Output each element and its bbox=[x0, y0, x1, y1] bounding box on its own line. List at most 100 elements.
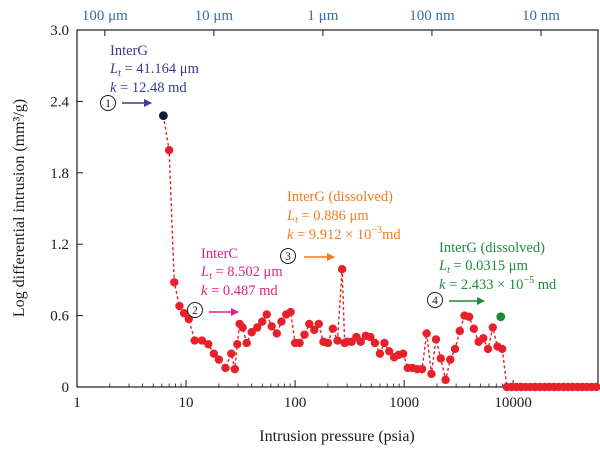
data-point bbox=[310, 325, 319, 335]
annotation-4-marker-circle bbox=[427, 292, 443, 308]
x-axis-label: Intrusion pressure (psia) bbox=[259, 428, 415, 445]
x-tick-label-4: 10000 bbox=[494, 395, 532, 411]
y-tick-label-2: 1.2 bbox=[50, 237, 69, 253]
data-point bbox=[267, 322, 276, 331]
data-point bbox=[286, 307, 295, 317]
annotation-2: InterC Lt = 8.502 μm k = 0.487 md 2 bbox=[187, 246, 283, 318]
top-tick-label-0: 100 μm bbox=[82, 8, 128, 24]
x-tick-label-2: 100 bbox=[284, 395, 307, 411]
data-point bbox=[427, 369, 436, 379]
data-point bbox=[366, 332, 375, 342]
data-point bbox=[175, 301, 184, 311]
data-point bbox=[483, 344, 493, 354]
annotation-4-title: InterG (dissolved) bbox=[439, 240, 545, 256]
annotation-4-lt: Lt = 0.0315 μm bbox=[438, 258, 529, 276]
y-axis-label: Log differential intrusion (mm³/g) bbox=[11, 99, 28, 317]
annotation-1-title: InterG bbox=[110, 43, 148, 59]
data-point bbox=[300, 330, 309, 339]
data-point bbox=[380, 338, 389, 348]
data-point bbox=[258, 317, 267, 326]
annotation-2-number: 2 bbox=[192, 305, 198, 317]
highlight-point-0 bbox=[159, 111, 168, 121]
data-point bbox=[184, 314, 193, 324]
highlight-point-1 bbox=[496, 312, 506, 322]
data-point bbox=[328, 324, 338, 333]
plot-frame bbox=[76, 29, 599, 388]
y-tick-label-1: 0.6 bbox=[50, 309, 69, 325]
highlight-points-group bbox=[159, 111, 506, 322]
data-point bbox=[375, 349, 385, 358]
data-point bbox=[450, 344, 460, 354]
annotation-1-number: 1 bbox=[105, 98, 111, 110]
annotation-1-k: k = 12.48 md bbox=[110, 80, 187, 96]
data-point bbox=[422, 329, 431, 338]
data-point bbox=[314, 319, 323, 329]
annotation-4-k: k = 2.433 × 10−5 md bbox=[439, 275, 557, 293]
data-point bbox=[247, 328, 256, 337]
data-point bbox=[197, 336, 207, 345]
data-point bbox=[497, 344, 507, 354]
data-point bbox=[230, 364, 239, 374]
data-point bbox=[446, 355, 455, 364]
data-point bbox=[431, 335, 441, 344]
annotation-1-marker-circle bbox=[100, 95, 116, 111]
data-point bbox=[464, 312, 474, 321]
annotation-1: InterG Lt = 41.164 μm k = 12.48 md 1 bbox=[100, 43, 200, 111]
data-point bbox=[305, 319, 314, 329]
data-point bbox=[385, 347, 394, 356]
data-point bbox=[253, 323, 262, 332]
data-point bbox=[209, 349, 219, 358]
data-point bbox=[164, 145, 174, 155]
data-point bbox=[333, 336, 342, 345]
annotation-4: InterG (dissolved) Lt = 0.0315 μm k = 2.… bbox=[427, 240, 557, 308]
annotation-3-number: 3 bbox=[285, 251, 291, 263]
data-point bbox=[204, 339, 213, 349]
y-axis: 0 0.6 1.2 1.8 2.4 3.0 bbox=[50, 23, 83, 396]
y-tick-label-0: 0 bbox=[62, 380, 70, 396]
data-point bbox=[370, 338, 380, 348]
annotation-4-number: 4 bbox=[432, 295, 438, 307]
data-point bbox=[441, 375, 450, 385]
data-point bbox=[190, 336, 199, 345]
y-tick-label-3: 1.8 bbox=[50, 166, 69, 182]
annotation-2-lt: Lt = 8.502 μm bbox=[200, 264, 283, 282]
data-point bbox=[337, 264, 347, 274]
annotation-3-marker-circle bbox=[280, 248, 296, 264]
data-point bbox=[455, 326, 464, 336]
data-point bbox=[469, 324, 479, 333]
top-tick-label-1: 10 μm bbox=[195, 8, 234, 24]
y-tick-label-5: 3.0 bbox=[50, 23, 69, 39]
annotation-1-lt: Lt = 41.164 μm bbox=[109, 61, 200, 79]
data-point bbox=[179, 309, 189, 318]
data-point bbox=[323, 338, 333, 348]
top-tick-label-4: 10 nm bbox=[522, 8, 560, 24]
data-point bbox=[238, 323, 247, 332]
data-point bbox=[170, 278, 179, 287]
annotation-3-lt: Lt = 0.886 μm bbox=[286, 208, 369, 226]
data-point bbox=[417, 364, 427, 374]
x-tick-label-1: 10 bbox=[179, 395, 194, 411]
x-tick-label-0: 1 bbox=[73, 395, 81, 411]
annotation-2-title: InterC bbox=[201, 246, 238, 262]
data-point bbox=[242, 338, 251, 348]
data-point bbox=[356, 337, 365, 346]
annotation-2-marker-circle bbox=[187, 302, 203, 318]
annotation-3-title: InterG (dissolved) bbox=[287, 189, 393, 205]
data-point bbox=[277, 317, 286, 326]
data-point bbox=[214, 355, 224, 364]
top-tick-label-3: 100 nm bbox=[409, 8, 455, 24]
data-point bbox=[233, 339, 242, 349]
top-tick-label-2: 1 μm bbox=[307, 8, 338, 24]
data-point bbox=[436, 354, 446, 363]
data-point bbox=[262, 310, 271, 319]
data-point bbox=[488, 323, 497, 332]
annotation-3: InterG (dissolved) Lt = 0.886 μm k = 9.9… bbox=[280, 189, 401, 264]
data-point bbox=[227, 349, 236, 358]
annotation-3-k: k = 9.912 × 10−3md bbox=[287, 225, 401, 243]
data-point bbox=[221, 363, 230, 373]
data-point bbox=[295, 338, 304, 348]
data-point bbox=[479, 334, 488, 343]
x-tick-label-3: 1000 bbox=[389, 395, 419, 411]
data-point bbox=[272, 329, 282, 338]
